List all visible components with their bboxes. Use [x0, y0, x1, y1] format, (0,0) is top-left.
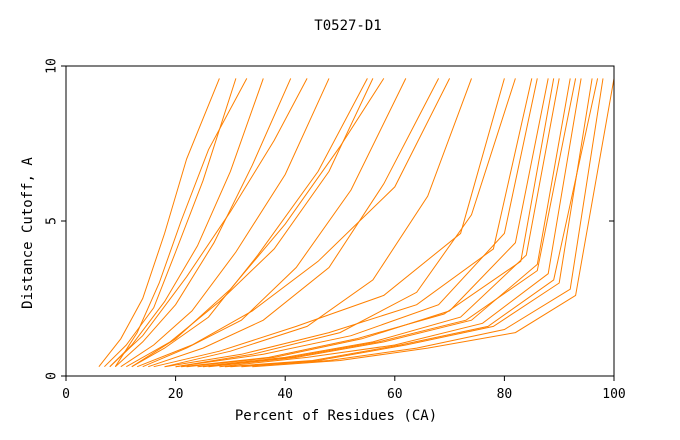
series-layer: [98, 78, 615, 368]
x-tick-label: 40: [277, 387, 293, 402]
series-line-2: [104, 78, 237, 368]
chart-title: T0527-D1: [314, 18, 381, 34]
y-tick-label: 0: [45, 372, 60, 380]
series-line-24: [181, 78, 555, 368]
x-tick-label: 100: [602, 387, 625, 402]
x-tick-label: 20: [168, 387, 184, 402]
series-line-8: [148, 78, 440, 368]
series-line-7: [142, 78, 407, 368]
series-line-15: [219, 78, 582, 368]
series-line-28: [137, 78, 451, 368]
x-tick-label: 80: [497, 387, 513, 402]
series-line-4: [114, 78, 292, 368]
x-tick-label: 60: [387, 387, 403, 402]
series-line-27: [126, 78, 374, 368]
series-line-21: [109, 78, 308, 368]
series-line-9: [164, 78, 472, 368]
x-tick-label: 0: [62, 387, 70, 402]
series-line-10: [175, 78, 516, 368]
series-line-26: [224, 78, 599, 368]
x-axis-label: Percent of Residues (CA): [235, 408, 437, 424]
series-line-1: [98, 78, 220, 368]
series-line-23: [164, 78, 533, 368]
series-line-22: [153, 78, 505, 368]
axes-layer: 0 20 40 60 80 100 0 5 10: [45, 58, 626, 402]
series-line-17: [241, 78, 604, 368]
series-line-5: [120, 78, 330, 368]
series-line-11: [175, 78, 538, 368]
series-line-3: [109, 78, 264, 368]
series-line-18: [252, 78, 615, 368]
y-tick-label: 5: [45, 217, 60, 225]
series-line-20: [114, 78, 248, 367]
series-line-14: [208, 78, 571, 368]
series-line-13: [197, 78, 560, 368]
y-tick-label: 10: [45, 58, 60, 74]
series-line-25: [202, 78, 577, 368]
y-axis-label: Distance Cutoff, A: [20, 157, 36, 309]
